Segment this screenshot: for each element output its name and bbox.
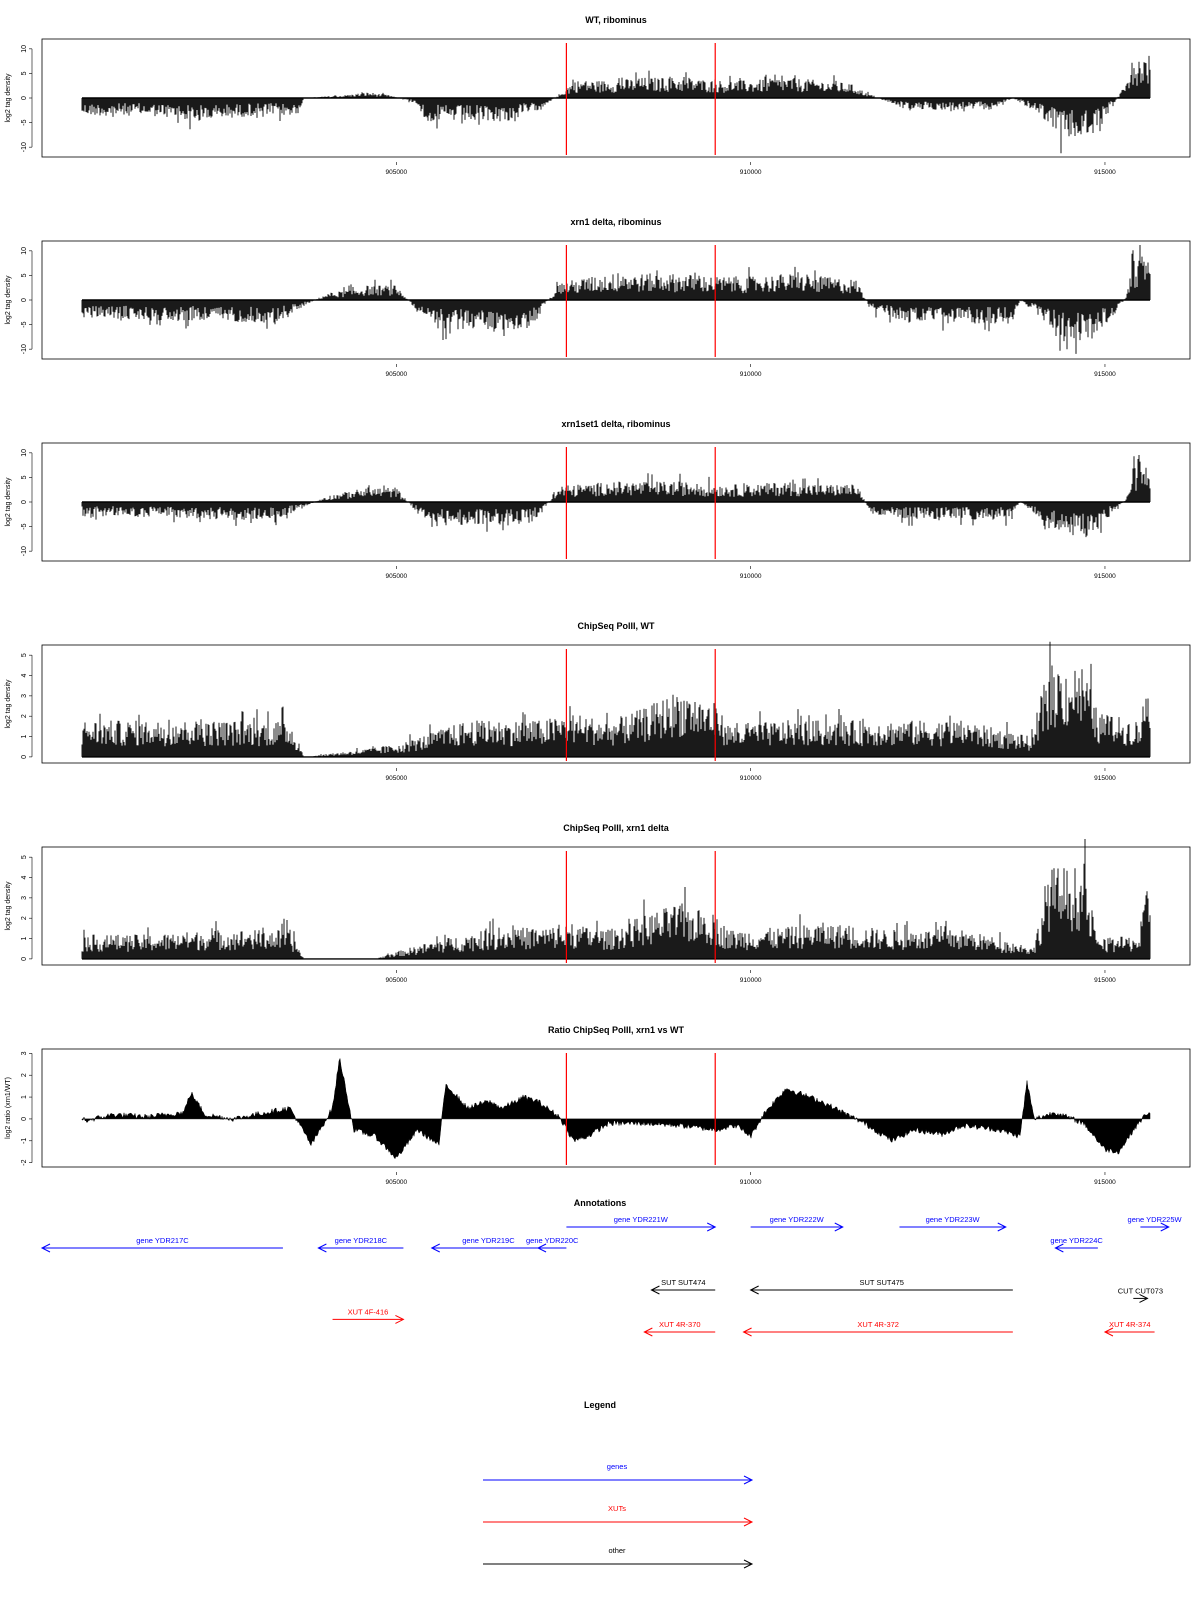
y-tick-label: 5: [21, 273, 28, 277]
x-tick-label: 905000: [385, 977, 407, 984]
plot-frame: [41, 240, 1191, 360]
y-tick-label: 3: [21, 694, 28, 698]
x-tick-label: 915000: [1094, 775, 1116, 782]
y-tick-label: 10: [21, 449, 28, 457]
x-tick-label: 910000: [740, 775, 762, 782]
y-tick-label: 1: [21, 735, 28, 739]
y-tick-label: -10: [21, 546, 28, 556]
y-tick-label: 10: [21, 45, 28, 53]
y-tick-label: 5: [21, 855, 28, 859]
y-tick-label: -5: [21, 119, 28, 125]
plot-frame: [41, 442, 1191, 562]
y-tick-label: 4: [21, 875, 28, 879]
y-axis-label: log2 tag density: [5, 275, 12, 325]
x-tick-label: 915000: [1094, 573, 1116, 580]
panel-title: xrn1set1 delta, ribominus: [561, 419, 670, 429]
x-tick-label: 910000: [740, 169, 762, 176]
y-tick-label: 5: [21, 71, 28, 75]
y-tick-label: 5: [21, 653, 28, 657]
y-axis-label: log2 tag density: [5, 881, 12, 931]
y-tick-label: 1: [21, 937, 28, 941]
plot-frame: [41, 38, 1191, 158]
y-tick-label: -5: [21, 321, 28, 327]
x-tick-label: 905000: [385, 775, 407, 782]
x-tick-label: 915000: [1094, 371, 1116, 378]
x-tick-label: 905000: [385, 573, 407, 580]
y-tick-label: 0: [21, 500, 28, 504]
y-axis-label: log2 tag density: [5, 679, 12, 729]
y-tick-label: 5: [21, 475, 28, 479]
x-tick-label: 910000: [740, 573, 762, 580]
y-tick-label: 10: [21, 247, 28, 255]
y-tick-label: -10: [21, 344, 28, 354]
y-tick-label: 4: [21, 673, 28, 677]
x-tick-label: 915000: [1094, 977, 1116, 984]
y-tick-label: 0: [21, 957, 28, 961]
x-tick-label: 905000: [385, 371, 407, 378]
panel-title: ChipSeq PolII, xrn1 delta: [563, 823, 670, 833]
x-tick-label: 915000: [1094, 169, 1116, 176]
y-tick-label: 0: [21, 96, 28, 100]
y-tick-label: 2: [21, 916, 28, 920]
y-tick-label: -10: [21, 142, 28, 152]
x-tick-label: 910000: [740, 977, 762, 984]
track-panel: ChipSeq PolII, xrn1 delta 0 1 2 3 4 5 log2 tag …: [5, 823, 1191, 984]
plot-frame: [41, 644, 1191, 764]
y-tick-label: 3: [21, 896, 28, 900]
y-tick-label: 0: [21, 298, 28, 302]
track-panel: xrn1 delta, ribominus -10 -5 0 5 10 log2 tag d…: [5, 217, 1191, 378]
track-panel: xrn1set1 delta, ribominus -10 -5 0 5 10 log2 t…: [5, 419, 1191, 580]
panel-title: WT, ribominus: [585, 15, 647, 25]
track-panel: ChipSeq PolII, WT 0 1 2 3 4 5 log2 tag density 9…: [5, 621, 1191, 782]
y-tick-label: -5: [21, 523, 28, 529]
x-tick-label: 905000: [385, 169, 407, 176]
panel-title: xrn1 delta, ribominus: [570, 217, 661, 227]
y-tick-label: 0: [21, 755, 28, 759]
plot-frame: [41, 846, 1191, 966]
x-tick-label: 910000: [740, 371, 762, 378]
y-axis-label: log2 tag density: [5, 477, 12, 527]
y-axis-label: log2 tag density: [5, 73, 12, 123]
track-panel: WT, ribominus -10 -5 0 5 10 log2 tag density 90…: [5, 15, 1191, 176]
y-tick-label: 2: [21, 714, 28, 718]
panel-title: ChipSeq PolII, WT: [578, 621, 655, 631]
